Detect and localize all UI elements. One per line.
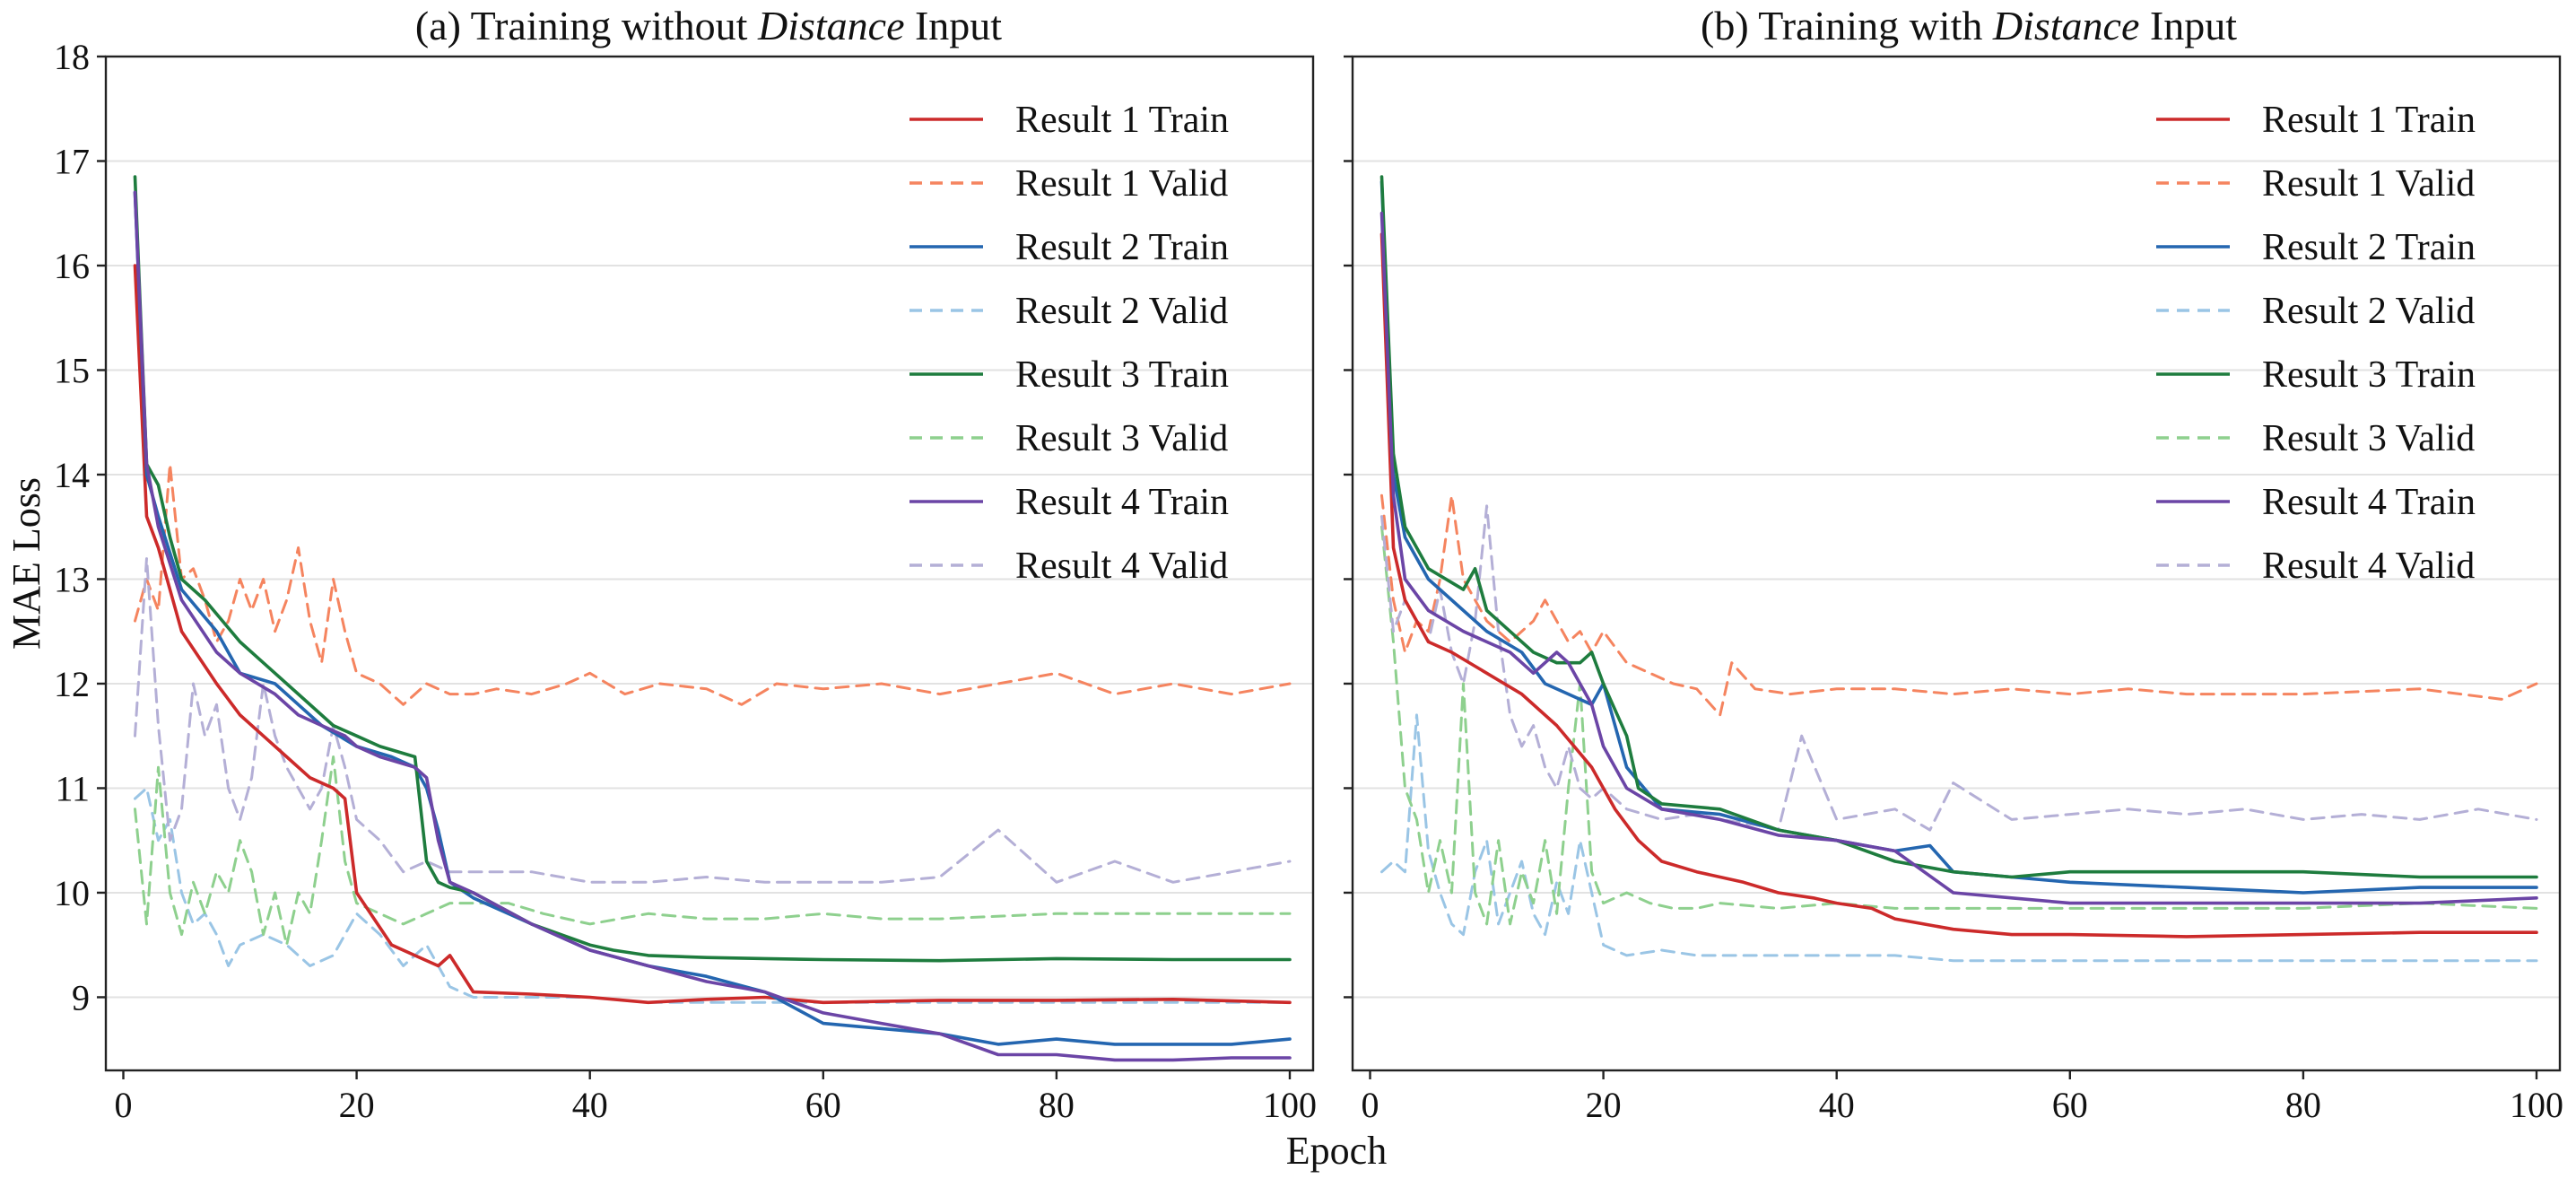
panel-a-frame [104,55,1315,1072]
panel-b-x-tick-label: 0 [1362,1085,1379,1125]
panel-a-legend-label: Result 1 Train [1015,100,1229,141]
panel-b-title: (b) Training with Distance Input [1701,3,2237,48]
panel-b-series-4-line [1380,713,2538,963]
panel-b-frame [1351,55,2562,1072]
panel-a-series-7-line [133,190,1292,1062]
panel-a-series-8-line [134,556,1292,884]
panel-b-x-tick-label: 20 [1586,1085,1622,1125]
panel-a-x-tick-label: 20 [339,1085,375,1125]
panel-b-legend-label: Result 1 Valid [2262,163,2475,205]
panel-a-legend-label: Result 3 Valid [1015,418,1228,459]
panel-a-series-1-line [133,264,1292,1005]
panel-b-title-part-2: Distance [1992,3,2140,48]
panel-a-title-part-1: (a) Training without [415,3,758,48]
y-axis-label: MAE Loss [4,477,48,650]
panel-b-title-part-3: Input [2139,3,2237,48]
panel-b-x-tick-label: 80 [2285,1085,2321,1125]
panel-b-series-5-line [1379,175,2538,879]
panel-a-legend-label: Result 2 Train [1015,227,1229,268]
x-axis-label: Epoch [1286,1129,1387,1173]
y-tick-label: 16 [54,246,90,286]
panel-b-series-2-line [1380,493,2538,717]
panel-a-x-tick-label: 40 [572,1085,608,1125]
panel-a-legend-label: Result 4 Valid [1015,546,1228,587]
panel-b-legend-label: Result 3 Train [2262,354,2476,396]
panel-b-legend-label: Result 4 Valid [2262,546,2475,587]
y-tick-label: 17 [54,141,90,181]
panel-b-x-tick-label: 60 [2052,1085,2088,1125]
panel-b-legend-label: Result 2 Valid [2262,291,2475,332]
panel-b-x-tick-label: 100 [2510,1085,2563,1125]
panel-b-series-7-line [1379,211,2538,905]
y-tick-label: 12 [54,664,90,704]
panel-a-series-4-line [134,787,1292,1004]
panel-b-series-1-line [1379,232,2538,938]
panel-a-legend-label: Result 1 Valid [1015,163,1228,205]
panel-a-legend: Result 1 Train Result 1 Valid Result 2 Tra… [909,100,1229,587]
panel-a-series-5-line [133,175,1292,963]
panel-a-series-6-line [134,755,1292,947]
panel-a-title: (a) Training without Distance Input [415,3,1002,48]
panel-b-legend: Result 1 Train Result 1 Valid Result 2 Tra… [2156,100,2476,587]
panel-b-series [1379,175,2538,963]
panel-a-ticks: 9 10 11 12 13 14 15 16 17 18 0 20 40 60 80 100 [54,37,1317,1125]
panel-a-x-tick-label: 80 [1039,1085,1075,1125]
panel-b-legend-label: Result 2 Train [2262,227,2476,268]
y-tick-label: 10 [54,873,90,913]
panel-b-title-part-1: (b) Training with [1701,3,1993,48]
panel-a-series-2-line [134,462,1292,706]
panel-a-legend-label: Result 3 Train [1015,354,1229,396]
panel-a-title-part-2: Distance [757,3,905,48]
panel-a-x-tick-label: 0 [115,1085,133,1125]
panel-b-legend-label: Result 1 Train [2262,100,2476,141]
panel-a-series [133,175,1292,1062]
y-tick-label: 9 [72,977,90,1017]
panel-b-ticks: 0 20 40 60 80 100 [1344,55,2563,1125]
panel-a-x-tick-label: 100 [1263,1085,1317,1125]
panel-a: (a) Training without Distance Input 9 10 1… [54,3,1317,1125]
panel-b-x-tick-label: 40 [1819,1085,1855,1125]
y-tick-label: 15 [54,350,90,390]
panel-b: (b) Training with Distance Input 0 20 40 60… [1344,3,2563,1125]
y-tick-label: 14 [54,455,90,495]
panel-b-series-8-line [1380,504,2538,832]
panel-b-legend-label: Result 4 Train [2262,482,2476,523]
panel-a-legend-label: Result 2 Valid [1015,291,1228,332]
panel-a-title-part-3: Input [904,3,1002,48]
y-tick-label: 13 [54,559,90,599]
y-tick-label: 18 [54,37,90,77]
panel-a-legend-label: Result 4 Train [1015,482,1229,523]
panel-b-legend-label: Result 3 Valid [2262,418,2475,459]
panel-a-x-tick-label: 60 [805,1085,841,1125]
y-tick-label: 11 [55,768,90,808]
